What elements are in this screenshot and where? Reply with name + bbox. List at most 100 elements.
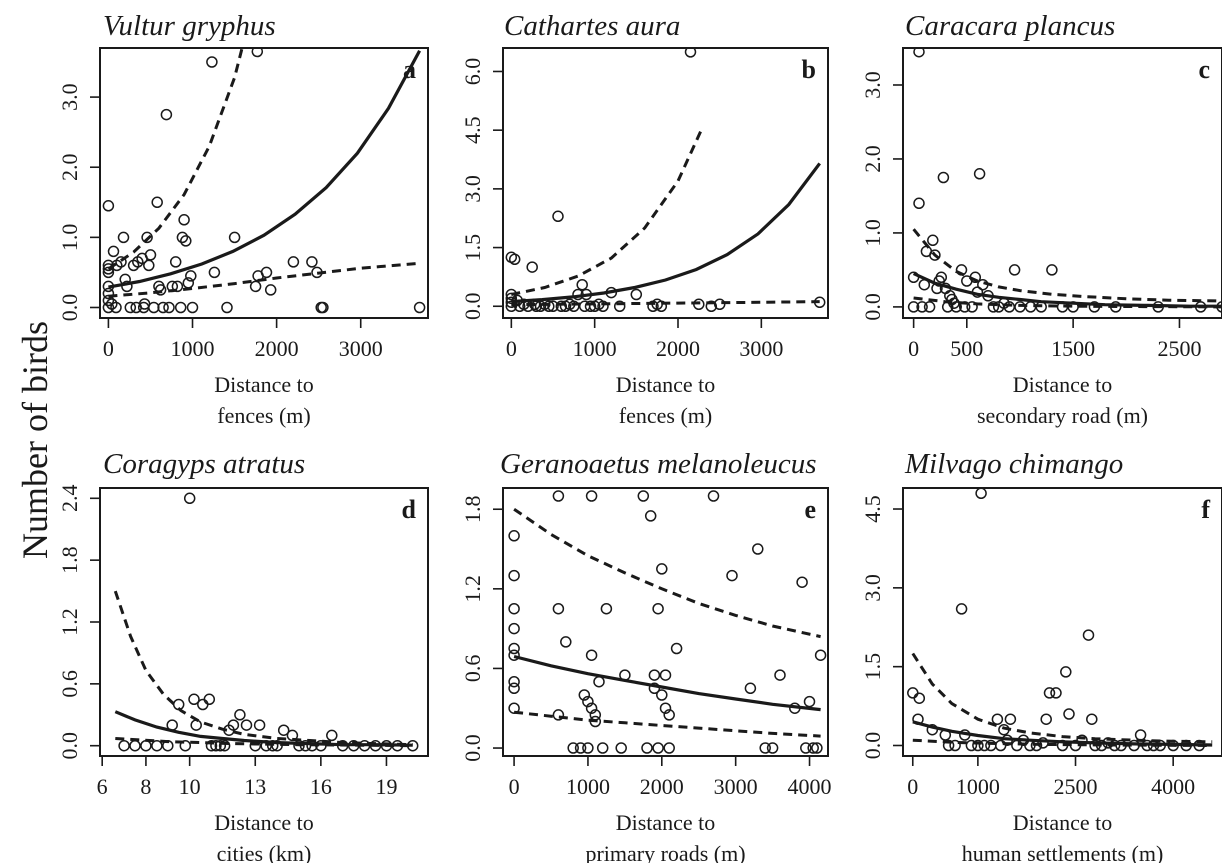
- data-point: [115, 256, 127, 268]
- data-point: [530, 300, 543, 313]
- x-axis-label: Distance to: [214, 372, 314, 397]
- data-point: [1102, 737, 1114, 749]
- y-tick-label: 6.0: [460, 58, 485, 86]
- data-point: [179, 739, 192, 752]
- data-point: [923, 301, 936, 313]
- data-point: [969, 271, 982, 284]
- data-point: [1063, 708, 1075, 720]
- x-tick-label: 10: [179, 774, 201, 799]
- data-point: [1011, 739, 1023, 752]
- data-point: [197, 698, 209, 711]
- data-point: [759, 742, 771, 754]
- y-tick-label: 2.4: [57, 485, 82, 513]
- x-tick-label: 1500: [1051, 336, 1095, 361]
- data-point: [205, 739, 218, 752]
- data-point: [121, 280, 133, 293]
- y-tick-label: 1.2: [460, 575, 485, 603]
- data-point: [796, 576, 808, 588]
- data-point: [800, 742, 812, 754]
- ci-upper-line: [107, 48, 244, 271]
- data-point: [652, 602, 664, 615]
- panel-points: [505, 48, 826, 313]
- data-point: [1167, 739, 1179, 752]
- data-point: [659, 702, 672, 714]
- ci-lower-line: [108, 261, 420, 298]
- data-point: [939, 729, 952, 741]
- y-tick-label: 0.6: [57, 670, 82, 698]
- data-point: [124, 301, 137, 314]
- data-point: [266, 739, 279, 752]
- panel-e: Geranoaetus melanoleucus e 0 1000 2000 3000 40…: [460, 448, 832, 866]
- data-point: [913, 197, 925, 210]
- data-point: [994, 739, 1007, 752]
- data-point: [937, 171, 950, 184]
- data-point: [1086, 713, 1098, 725]
- data-point: [811, 742, 823, 754]
- data-point: [306, 739, 318, 752]
- data-point: [143, 259, 155, 272]
- data-point: [102, 280, 115, 293]
- data-point: [552, 490, 565, 502]
- data-point: [214, 739, 227, 752]
- data-point: [585, 702, 598, 714]
- panel-c: Caracara plancus c 0 500 1500 2500 0.0 1.0 2.0 3.…: [860, 10, 1222, 428]
- x-tick-label: 0: [509, 774, 520, 799]
- data-point: [286, 729, 299, 742]
- x-tick-label: 2500: [1157, 336, 1201, 361]
- data-point: [1067, 301, 1079, 313]
- data-point: [597, 300, 609, 313]
- data-point: [726, 569, 738, 582]
- data-point: [221, 301, 233, 314]
- y-tick-label: 1.5: [860, 653, 885, 681]
- data-point: [589, 709, 602, 721]
- data-point: [166, 719, 178, 731]
- data-point: [918, 278, 931, 291]
- ci-lower-line: [511, 300, 820, 307]
- data-point: [1115, 739, 1127, 752]
- data-point: [508, 602, 520, 615]
- y-tick-label: 2.0: [860, 145, 885, 173]
- panel-title: Vultur gryphus: [103, 10, 276, 42]
- x-axis-label: Distance to: [616, 372, 716, 397]
- ci-upper-line: [912, 228, 1222, 303]
- x-tick-label: 4000: [1151, 774, 1195, 799]
- data-point: [935, 271, 948, 284]
- x-tick-label: 13: [244, 774, 266, 799]
- data-point: [218, 739, 231, 752]
- x-axis-label: Distance to: [616, 810, 716, 835]
- y-tick-label: 0.0: [57, 294, 82, 322]
- data-point: [1216, 301, 1222, 313]
- data-point: [169, 256, 182, 268]
- data-point: [803, 695, 816, 708]
- data-point: [102, 301, 115, 314]
- data-point: [287, 256, 300, 268]
- y-tick-label: 1.8: [460, 495, 485, 523]
- data-point: [1076, 734, 1088, 746]
- data-point: [580, 288, 593, 301]
- data-point: [208, 266, 221, 279]
- ci-upper-line: [510, 125, 705, 296]
- panel-points: [118, 492, 419, 752]
- data-point: [568, 300, 580, 313]
- data-point: [955, 603, 968, 615]
- data-point: [955, 264, 968, 276]
- data-point: [140, 739, 152, 752]
- data-point: [508, 702, 520, 714]
- data-point: [253, 719, 266, 731]
- data-point: [151, 196, 163, 209]
- x-tick-label: 0: [907, 774, 918, 799]
- data-point: [1008, 264, 1021, 276]
- data-point: [574, 742, 587, 754]
- data-point: [950, 301, 962, 313]
- data-point: [752, 543, 764, 555]
- data-point: [183, 492, 196, 505]
- data-point: [151, 739, 163, 752]
- data-point: [670, 642, 683, 655]
- data-point: [684, 48, 697, 58]
- y-tick-label: 0.0: [460, 293, 485, 321]
- data-point: [965, 739, 978, 752]
- data-point: [358, 739, 371, 752]
- data-point: [926, 723, 939, 736]
- data-point: [543, 300, 555, 313]
